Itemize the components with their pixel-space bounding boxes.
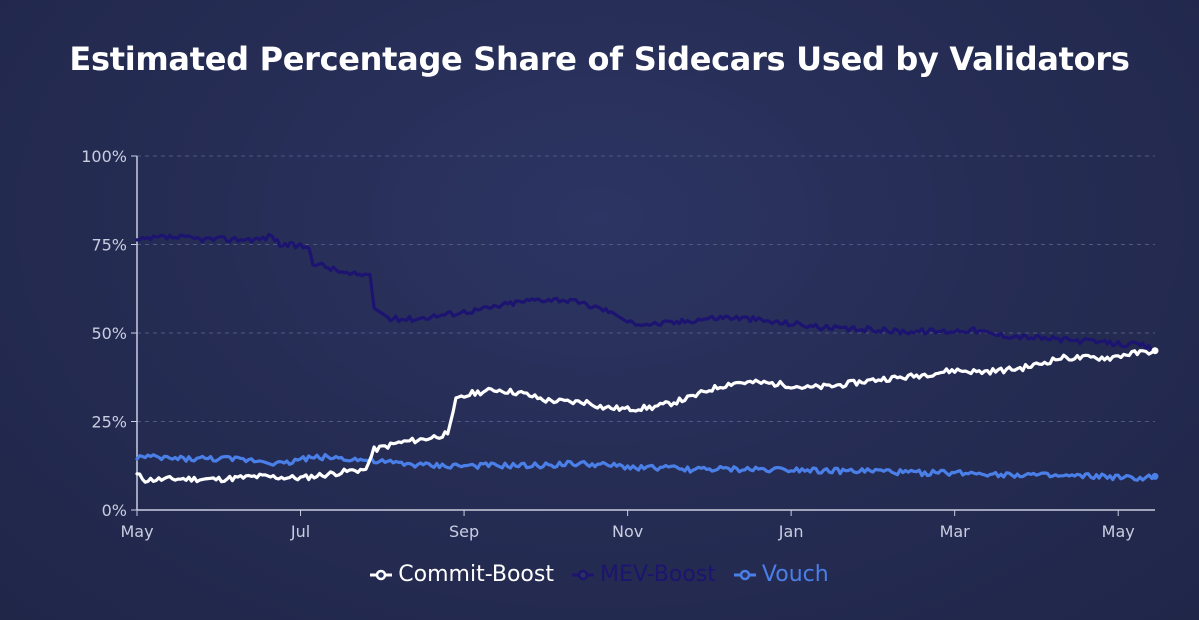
x-tick-label: Mar bbox=[940, 522, 971, 541]
series-line-mev-boost bbox=[135, 232, 1157, 353]
y-tick-label: 75% bbox=[91, 236, 127, 255]
legend-label-mev-boost: MEV-Boost bbox=[599, 562, 716, 587]
y-tick-label: 25% bbox=[91, 413, 127, 432]
x-tick-label: May bbox=[120, 522, 153, 541]
x-tick-label: May bbox=[1102, 522, 1135, 541]
grid-lines bbox=[137, 155, 1155, 422]
legend-marker-commit-boost bbox=[370, 569, 393, 580]
legend-item-vouch[interactable]: Vouch bbox=[733, 562, 829, 587]
legend-marker-mev-boost bbox=[571, 569, 594, 580]
x-tick-label: Sep bbox=[449, 522, 479, 541]
series-lines bbox=[135, 232, 1159, 484]
series-line-commit-boost-end-point bbox=[1151, 347, 1159, 355]
x-tick-label: Jan bbox=[778, 522, 804, 541]
legend-label-vouch: Vouch bbox=[761, 562, 829, 587]
x-axis-ticks: May Jul Sep Nov Jan Mar May bbox=[120, 510, 1135, 541]
series-line-vouch bbox=[135, 452, 1157, 482]
y-axis-ticks: 0% 25% 50% 75% 100% bbox=[81, 147, 137, 520]
chart-title: Estimated Percentage Share of Sidecars U… bbox=[69, 40, 1130, 78]
x-tick-label: Nov bbox=[612, 522, 643, 541]
legend-marker-dot bbox=[376, 569, 387, 580]
series-line-vouch-end-point bbox=[1151, 472, 1159, 480]
legend-label-commit-boost: Commit-Boost bbox=[398, 562, 554, 587]
legend-marker-dot bbox=[739, 569, 751, 580]
legend-marker-dot bbox=[577, 569, 589, 580]
series-line-commit-boost bbox=[135, 349, 1157, 484]
y-tick-label: 0% bbox=[102, 501, 127, 520]
legend-item-commit-boost[interactable]: Commit-Boost bbox=[370, 562, 554, 587]
legend-item-mev-boost[interactable]: MEV-Boost bbox=[571, 562, 716, 587]
legend-marker-vouch bbox=[733, 569, 756, 580]
x-tick-label: Jul bbox=[290, 522, 310, 541]
y-tick-label: 100% bbox=[81, 147, 127, 166]
y-tick-label: 50% bbox=[91, 324, 127, 343]
legend: Commit-Boost MEV-Boost Vouch bbox=[0, 562, 1199, 587]
